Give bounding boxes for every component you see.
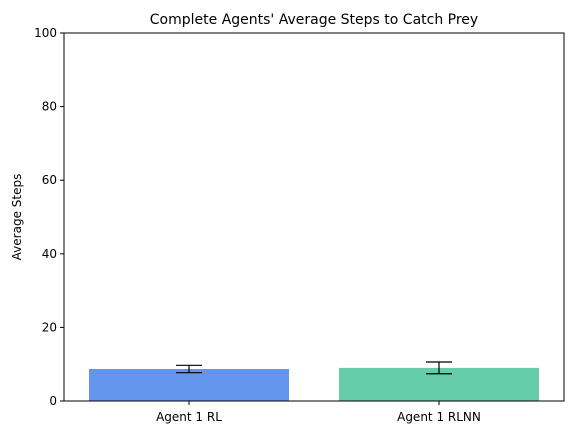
x-tick-label: Agent 1 RL (156, 410, 222, 424)
y-tick-label: 40 (42, 247, 57, 261)
chart-title: Complete Agents' Average Steps to Catch … (150, 12, 478, 28)
bar (89, 368, 289, 401)
y-tick-label: 20 (42, 320, 57, 334)
y-axis-label: Average Steps (10, 174, 24, 261)
y-tick-label: 0 (49, 394, 57, 408)
x-tick-label: Agent 1 RLNN (397, 410, 481, 424)
y-tick-label: 100 (34, 26, 57, 40)
y-tick-label: 60 (42, 173, 57, 187)
plot-area: 0 20 40 60 80 100 Agent 1 RL Agent 1 RLNN (34, 26, 539, 424)
plot-frame (63, 32, 565, 402)
y-tick-label: 80 (42, 100, 57, 114)
